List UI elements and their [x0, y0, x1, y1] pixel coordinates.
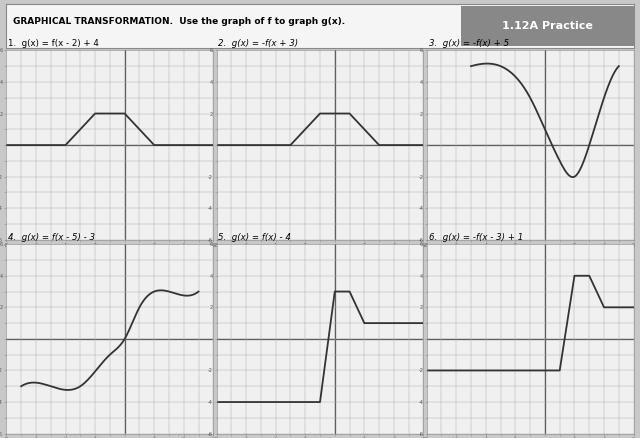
Text: 5.  g(x) = f(x) - 4: 5. g(x) = f(x) - 4	[218, 233, 291, 242]
Text: 1.12A Practice: 1.12A Practice	[502, 21, 593, 31]
Text: 2.  g(x) = -f(x + 3): 2. g(x) = -f(x + 3)	[218, 39, 299, 48]
Text: 6.  g(x) = -f(x - 3) + 1: 6. g(x) = -f(x - 3) + 1	[429, 233, 523, 242]
Text: GRAPHICAL TRANSFORMATION.  Use the graph of f to graph g(x).: GRAPHICAL TRANSFORMATION. Use the graph …	[13, 18, 345, 26]
Text: 1.  g(x) = f(x - 2) + 4: 1. g(x) = f(x - 2) + 4	[8, 39, 99, 48]
Text: 4.  g(x) = f(x - 5) - 3: 4. g(x) = f(x - 5) - 3	[8, 233, 95, 242]
Text: 3.  g(x) = -f(x) + 5: 3. g(x) = -f(x) + 5	[429, 39, 509, 48]
